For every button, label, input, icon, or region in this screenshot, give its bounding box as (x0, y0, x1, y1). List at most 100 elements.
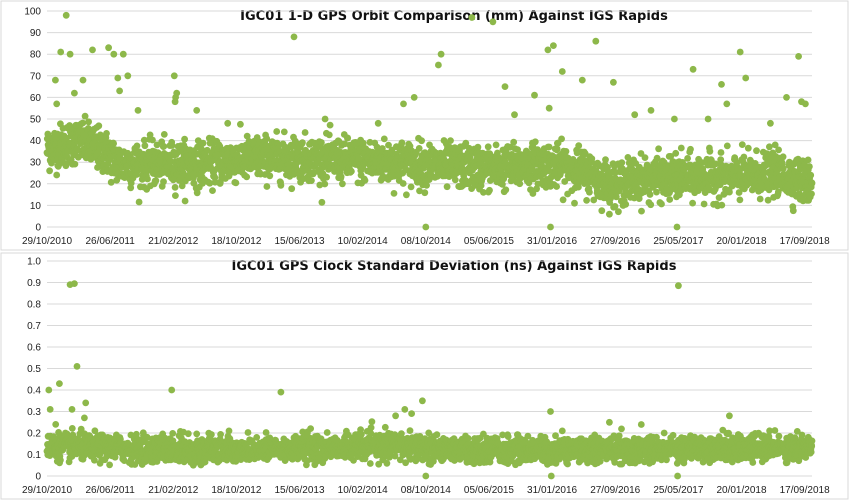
data-point (756, 195, 764, 203)
data-point (575, 183, 582, 191)
x-tick-label: 29/10/2010 (22, 485, 72, 496)
outlier-point (124, 72, 132, 80)
y-tick-label: 0.5 (27, 364, 41, 375)
data-point (807, 171, 815, 179)
data-point (407, 183, 415, 191)
outlier-point (193, 107, 201, 114)
y-tick-label: 0.7 (27, 321, 41, 332)
data-point (299, 139, 306, 147)
data-point (337, 173, 345, 181)
outlier-point (545, 104, 553, 112)
y-tick-label: 0.6 (27, 343, 41, 354)
data-point (146, 131, 154, 139)
data-point (666, 196, 674, 203)
data-point (646, 191, 654, 198)
data-point (602, 156, 609, 164)
y-tick-label: 30 (30, 158, 42, 169)
data-point (672, 149, 680, 157)
outlier-point (547, 223, 554, 231)
y-tick-label: 50 (30, 115, 42, 126)
data-point (152, 177, 160, 185)
orbit-comparison-chart: IGC01 1-D GPS Orbit Comparison (mm) Agai… (22, 7, 830, 248)
data-point (569, 156, 577, 163)
x-tick-label: 20/01/2018 (716, 236, 766, 247)
data-point (443, 183, 451, 191)
outlier-point (489, 18, 497, 26)
data-point (358, 431, 365, 438)
x-tick-label: 18/10/2012 (211, 236, 261, 247)
outlier-point (105, 44, 112, 52)
x-tick-label: 10/02/2014 (338, 236, 388, 247)
data-point (423, 182, 430, 189)
x-tick-label: 21/02/2012 (148, 485, 198, 496)
data-point (85, 118, 92, 126)
data-point (172, 192, 179, 200)
data-point (237, 120, 244, 128)
data-point (723, 142, 731, 150)
chart-frame-bottom (0, 252, 849, 500)
data-point (689, 199, 696, 207)
outlier-point (290, 33, 298, 41)
outlier-point (400, 100, 407, 108)
data-point (510, 138, 518, 146)
y-tick-label: 0 (35, 223, 41, 234)
outlier-point (736, 48, 744, 56)
outlier-point (62, 11, 70, 19)
y-tick-label: 0.2 (27, 429, 41, 440)
outlier-point (647, 107, 655, 114)
data-point (368, 418, 376, 426)
data-point (244, 429, 252, 436)
outlier-point (71, 89, 78, 97)
data-point (447, 137, 454, 145)
outlier-point (66, 50, 74, 58)
data-point (677, 144, 685, 152)
data-point (323, 173, 330, 181)
outlier-point (723, 100, 731, 108)
data-point (738, 141, 746, 149)
outlier-point (802, 100, 809, 108)
data-point (403, 191, 410, 199)
outlier-point (550, 42, 557, 49)
outlier-point (52, 76, 59, 84)
outlier-point (89, 46, 96, 54)
x-tick-label: 27/09/2016 (590, 485, 640, 496)
data-point (209, 187, 216, 195)
data-point (318, 139, 325, 146)
outlier-point (742, 74, 750, 82)
data-point (575, 142, 583, 150)
data-point (160, 178, 167, 186)
x-tick-label: 05/06/2015 (464, 485, 514, 496)
data-point (301, 129, 309, 136)
data-point (181, 135, 189, 143)
outlier-point (631, 111, 639, 119)
data-point (658, 200, 665, 208)
data-point (684, 155, 691, 162)
data-point (451, 176, 459, 184)
outlier-point (170, 72, 178, 80)
data-point (95, 122, 103, 130)
outlier-point (718, 81, 725, 88)
data-point (273, 128, 281, 135)
x-tick-label: 15/06/2013 (275, 236, 325, 247)
data-point (57, 456, 64, 464)
data-points (43, 11, 816, 231)
data-point (726, 188, 733, 196)
x-tick-label: 26/06/2011 (85, 236, 135, 247)
clock-stddev-chart: IGC01 GPS Clock Standard Deviation (ns) … (22, 257, 830, 497)
y-tick-label: 0.9 (27, 278, 41, 289)
data-point (638, 207, 645, 215)
data-point (199, 139, 207, 147)
outlier-point (511, 111, 518, 119)
data-point (110, 140, 117, 147)
data-point (168, 142, 176, 149)
data-point (71, 160, 79, 168)
outlier-point (173, 89, 181, 97)
data-point (44, 130, 52, 138)
data-point (779, 153, 787, 161)
data-point (390, 190, 398, 197)
data-point (647, 201, 655, 209)
data-point (318, 198, 326, 206)
outlier-point (501, 83, 509, 90)
data-point (141, 142, 149, 150)
x-tick-label: 08/10/2014 (401, 485, 451, 496)
